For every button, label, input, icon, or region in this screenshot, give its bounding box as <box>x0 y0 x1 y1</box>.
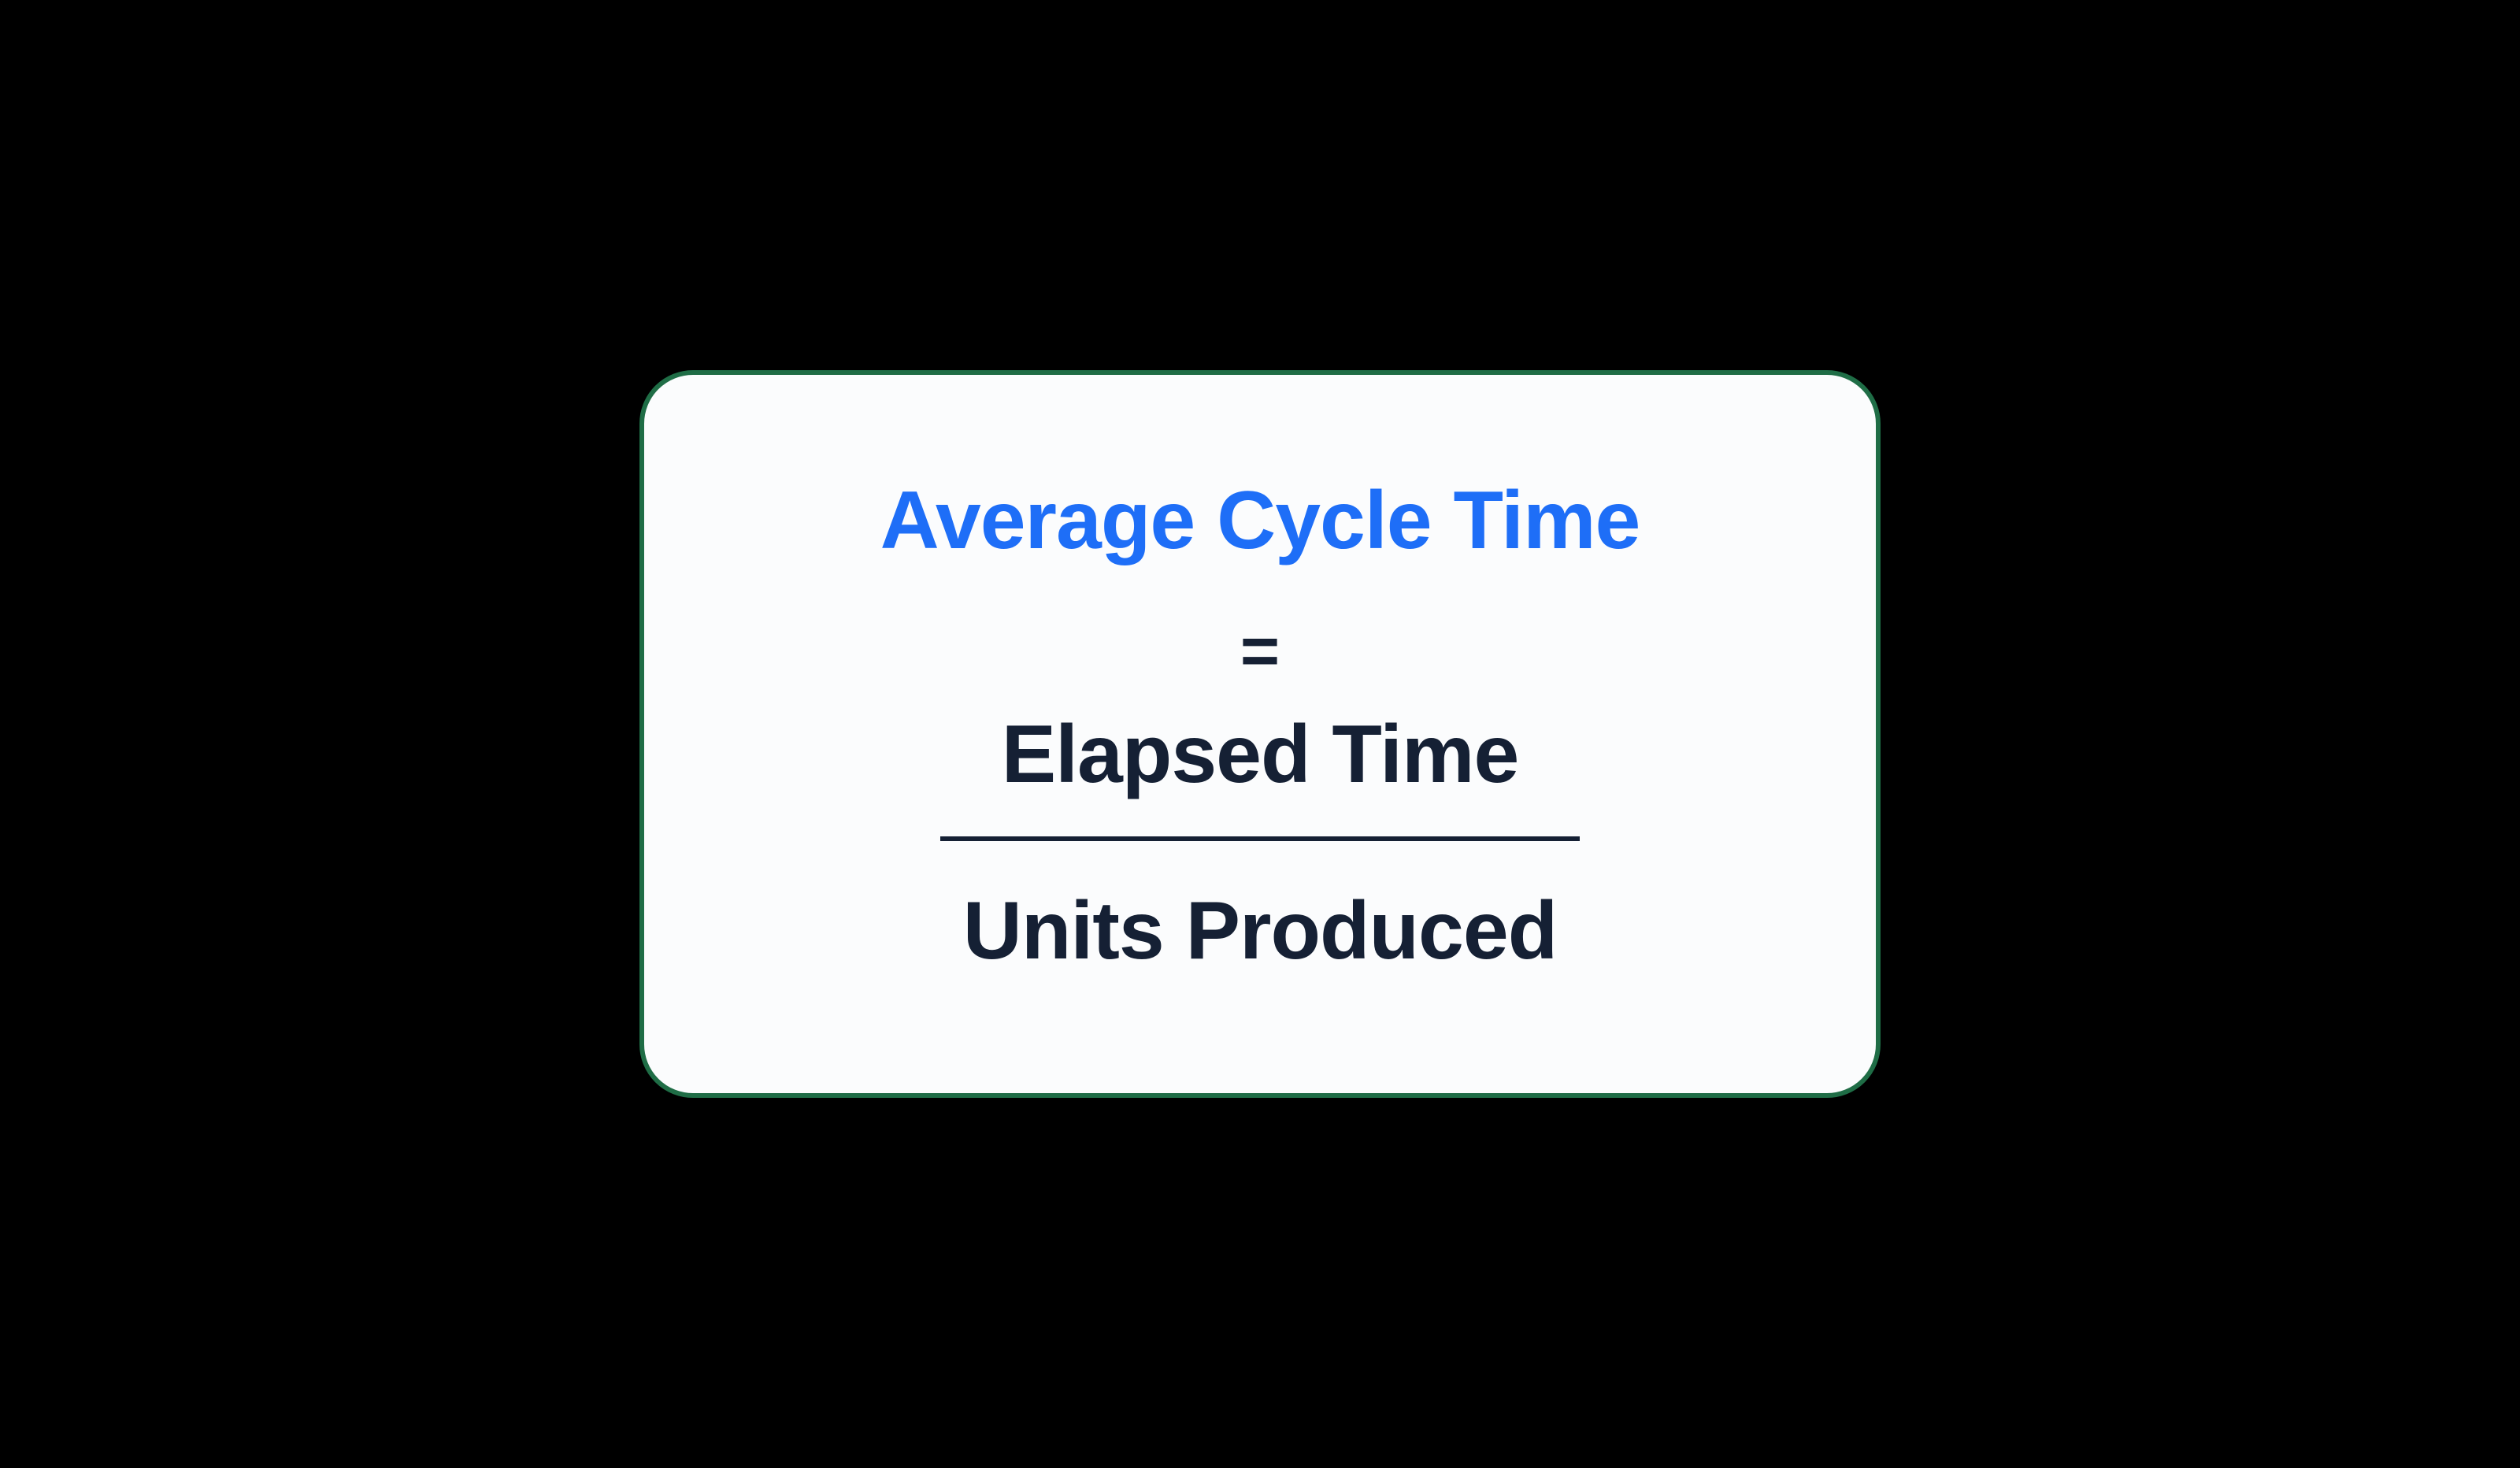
formula-numerator: Elapsed Time <box>1002 712 1519 798</box>
formula-title: Average Cycle Time <box>880 478 1640 564</box>
equals-sign: = <box>1240 617 1280 685</box>
formula-denominator: Units Produced <box>963 888 1558 974</box>
fraction-divider <box>940 836 1580 841</box>
formula-card: Average Cycle Time = Elapsed Time Units … <box>639 370 1881 1098</box>
